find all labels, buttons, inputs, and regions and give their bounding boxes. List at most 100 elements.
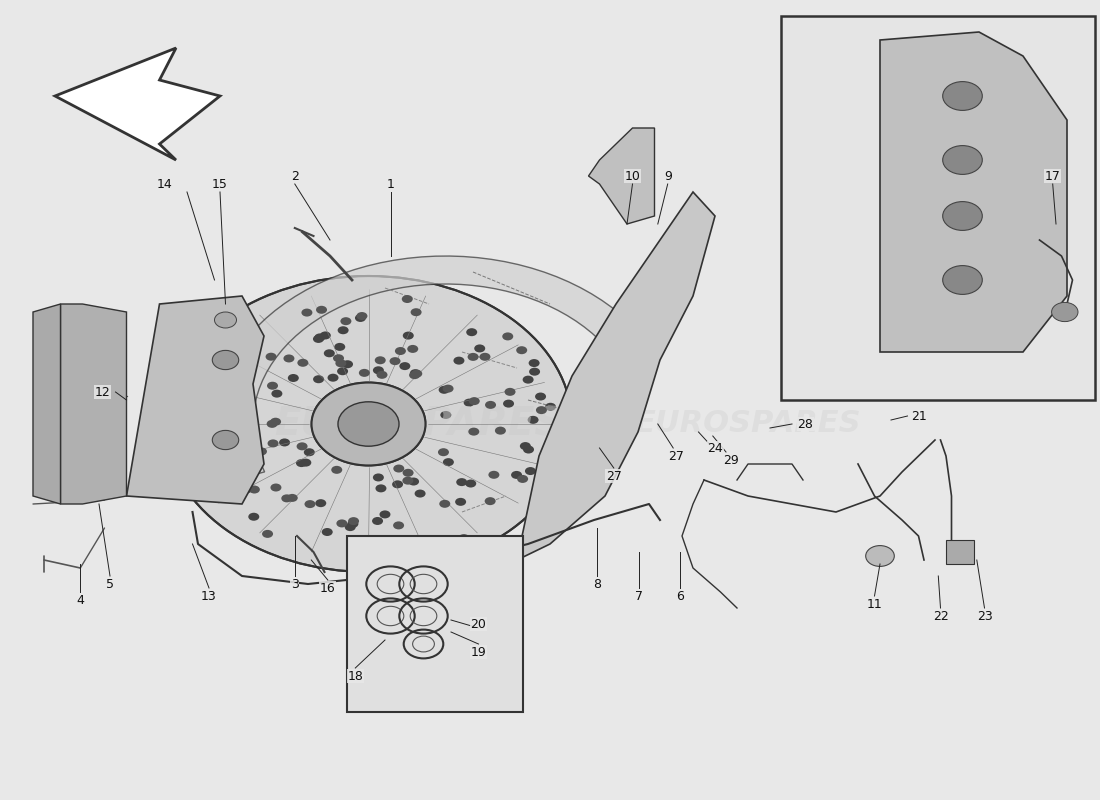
Circle shape [284,354,295,362]
Circle shape [288,374,299,382]
Circle shape [213,435,224,443]
Circle shape [334,343,345,351]
Circle shape [214,312,236,328]
Circle shape [528,416,539,424]
Text: 17: 17 [1045,170,1060,182]
Text: 14: 14 [157,178,173,190]
Circle shape [512,471,522,479]
Text: 22: 22 [933,610,948,622]
Circle shape [271,418,282,426]
Circle shape [469,428,480,436]
Polygon shape [880,32,1067,352]
Circle shape [522,376,534,384]
Text: 21: 21 [911,410,926,422]
Circle shape [943,202,982,230]
Polygon shape [214,256,646,482]
Circle shape [529,368,540,376]
Circle shape [459,534,470,542]
Text: 1: 1 [386,178,395,190]
Circle shape [304,448,315,456]
Polygon shape [126,296,264,504]
Text: 20: 20 [471,618,486,630]
Circle shape [267,439,278,447]
Circle shape [355,314,366,322]
Circle shape [439,386,450,394]
Circle shape [485,401,496,409]
Circle shape [338,402,399,446]
Circle shape [403,331,414,339]
Circle shape [282,494,293,502]
Text: 13: 13 [201,590,217,602]
Circle shape [348,517,359,525]
Circle shape [488,471,499,479]
Circle shape [230,359,241,367]
Circle shape [410,369,421,377]
Polygon shape [55,48,220,160]
Circle shape [337,367,348,375]
Text: 9: 9 [663,170,672,182]
Circle shape [442,385,453,393]
Text: 10: 10 [625,170,640,182]
Circle shape [866,546,894,566]
Circle shape [287,494,298,502]
Text: 7: 7 [635,590,643,602]
Circle shape [372,517,383,525]
Circle shape [265,353,276,361]
Circle shape [316,306,327,314]
Circle shape [249,486,260,494]
Circle shape [439,500,450,508]
Circle shape [485,497,496,505]
Text: 15: 15 [212,178,228,190]
Circle shape [480,353,491,361]
Circle shape [359,369,370,377]
Circle shape [379,510,390,518]
Circle shape [315,334,326,342]
Circle shape [348,520,359,528]
Circle shape [235,326,246,334]
Circle shape [296,459,307,467]
Text: 16: 16 [320,582,336,594]
Circle shape [314,375,324,383]
Circle shape [323,350,334,358]
Text: 29: 29 [724,454,739,466]
Circle shape [392,480,403,488]
Circle shape [443,458,454,466]
Circle shape [336,359,346,367]
Circle shape [338,326,349,334]
Circle shape [356,312,367,320]
Circle shape [465,479,476,487]
Text: EUROSPARES: EUROSPARES [635,410,861,438]
Circle shape [376,371,387,379]
Circle shape [305,500,316,508]
Text: 6: 6 [675,590,684,602]
Circle shape [522,446,534,454]
Circle shape [301,309,312,317]
Circle shape [229,430,240,438]
Polygon shape [588,128,654,224]
Circle shape [410,308,421,316]
Circle shape [218,494,229,502]
Circle shape [266,420,277,428]
Circle shape [466,328,477,336]
Text: 12: 12 [95,386,110,398]
Polygon shape [60,304,126,504]
Bar [781,16,1094,400]
Circle shape [536,406,547,414]
Text: 4: 4 [76,594,85,606]
Circle shape [399,362,410,370]
Circle shape [544,402,556,410]
Circle shape [503,400,514,408]
Circle shape [393,522,404,530]
Circle shape [495,426,506,434]
Circle shape [525,467,536,475]
Circle shape [415,490,426,498]
Circle shape [342,360,353,368]
Circle shape [256,447,267,455]
Text: 27: 27 [669,450,684,462]
Circle shape [333,354,344,362]
Circle shape [389,357,400,365]
Bar [346,536,522,712]
Circle shape [300,458,311,466]
Circle shape [455,498,466,506]
Circle shape [297,358,308,366]
